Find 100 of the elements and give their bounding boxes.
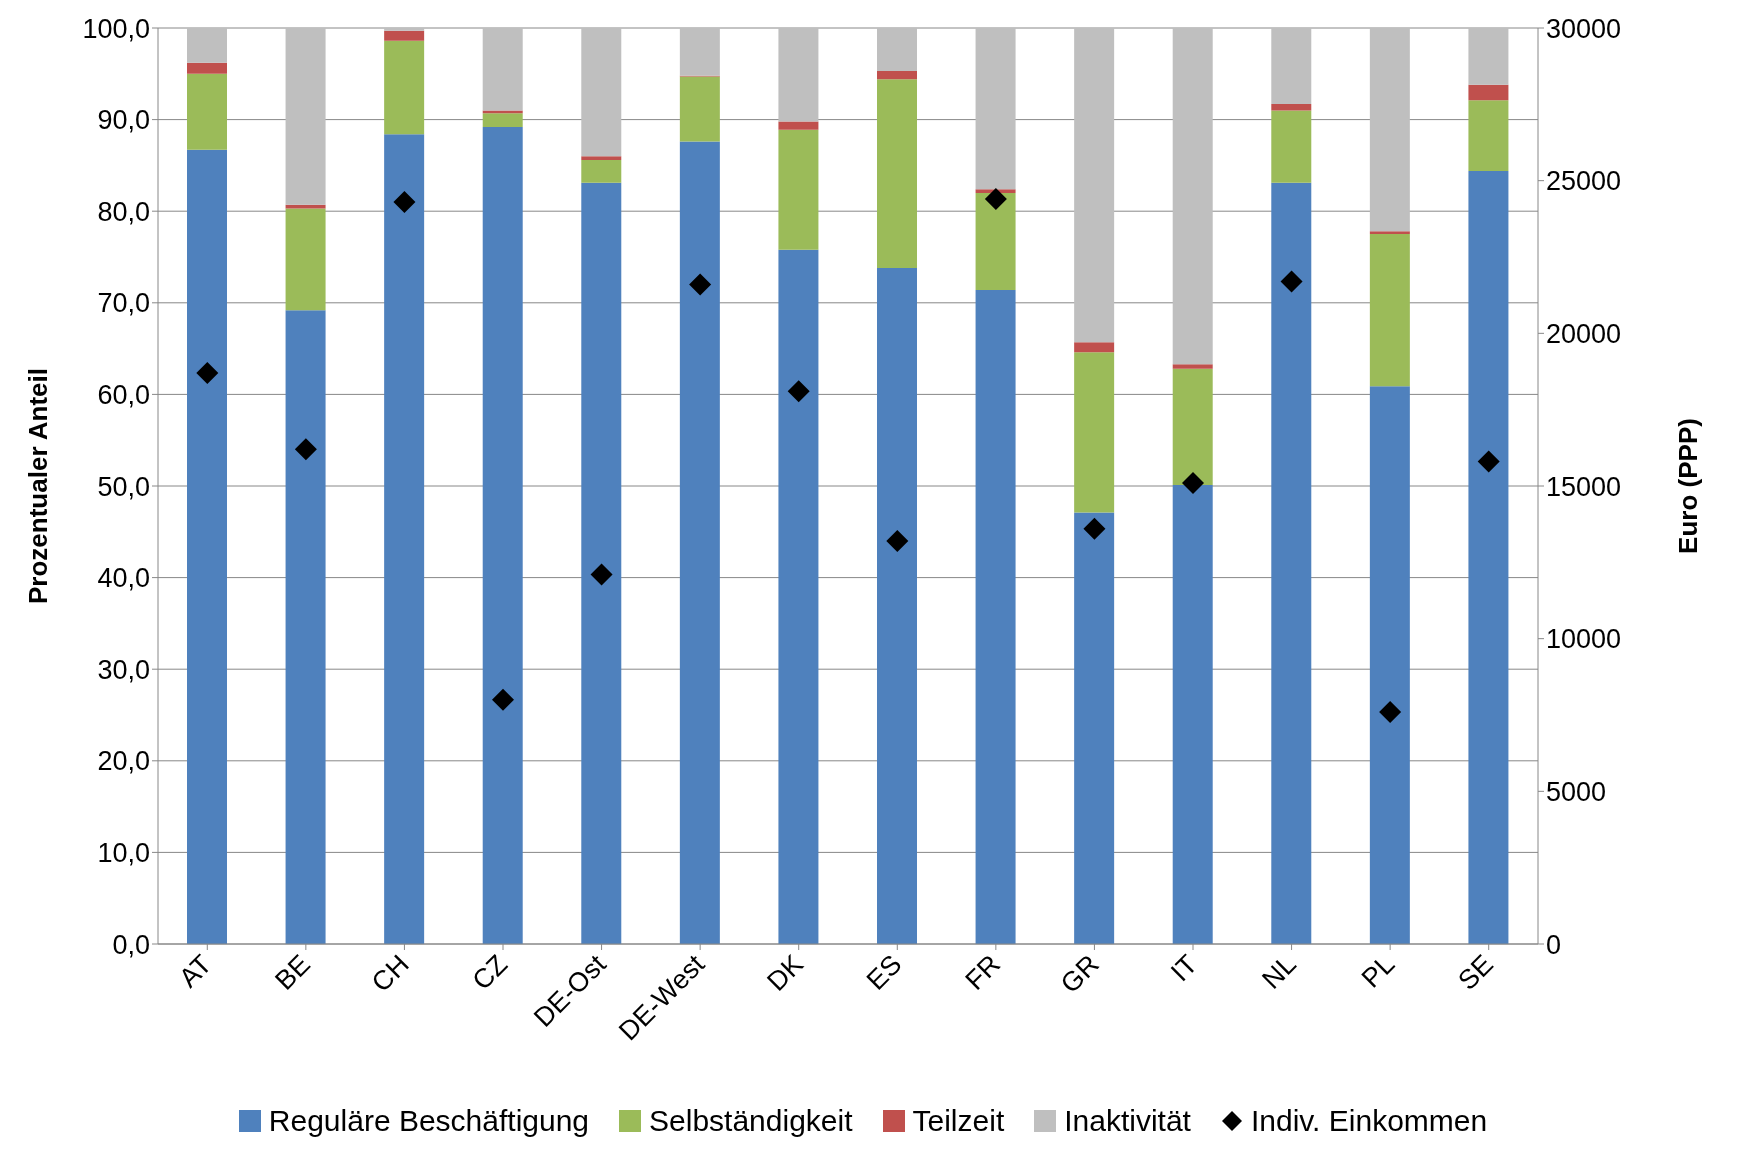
bar — [877, 79, 917, 268]
point — [492, 688, 514, 711]
point — [196, 362, 219, 385]
bar — [1271, 182, 1312, 944]
bar — [778, 121, 819, 130]
point — [294, 438, 317, 461]
bar — [1468, 100, 1509, 171]
bar — [384, 40, 425, 135]
y2-axis-title: Euro (PPP) — [1673, 418, 1704, 554]
point — [689, 273, 712, 296]
bar — [975, 289, 1016, 944]
bar — [1271, 104, 1312, 111]
bar — [482, 110, 523, 114]
bar — [679, 141, 720, 944]
bar — [285, 208, 326, 311]
x-tick-label: CH — [365, 949, 415, 998]
bar — [384, 28, 425, 31]
bar — [581, 156, 622, 160]
y2-tick-label: 0 — [1546, 929, 1562, 960]
y2-tick-label: 5000 — [1546, 776, 1607, 807]
y-tick-label: 50,0 — [97, 471, 150, 502]
bar — [482, 113, 523, 127]
bar — [581, 159, 622, 183]
legend-label: Indiv. Einkommen — [1250, 1104, 1488, 1138]
y2-tick-label: 20000 — [1546, 318, 1622, 349]
x-tick-label: SE — [1452, 949, 1499, 996]
bar — [1271, 28, 1312, 105]
bar — [1074, 512, 1115, 944]
bar — [1369, 386, 1410, 944]
bar — [679, 28, 720, 76]
bar — [285, 310, 326, 944]
y2-tick-label: 15000 — [1546, 471, 1622, 502]
y-tick-label: 40,0 — [97, 563, 150, 594]
bar — [1074, 28, 1115, 343]
legend-label: Inaktivität — [1064, 1104, 1191, 1138]
bar — [1468, 170, 1509, 944]
bar — [581, 28, 622, 157]
x-tick-label: NL — [1256, 949, 1302, 995]
bar — [778, 129, 819, 250]
point — [787, 380, 810, 403]
y2-tick-label: 30000 — [1546, 13, 1622, 44]
y-tick-label: 80,0 — [97, 196, 150, 227]
point — [984, 187, 1007, 210]
bar — [187, 28, 227, 63]
bar — [975, 192, 1016, 290]
y-tick-label: 90,0 — [97, 105, 150, 136]
bar — [1172, 368, 1213, 486]
bar — [1369, 28, 1410, 232]
bar — [1172, 485, 1213, 944]
bar — [1074, 352, 1115, 513]
x-tick-label: DK — [761, 949, 809, 997]
x-tick-label: PL — [1355, 949, 1401, 994]
x-tick-label: CZ — [466, 949, 514, 996]
x-tick-label: ES — [860, 949, 908, 996]
y2-tick-label: 10000 — [1546, 624, 1622, 655]
point — [1182, 471, 1204, 494]
x-tick-label: AT — [173, 949, 218, 994]
y-tick-label: 0,0 — [112, 929, 150, 960]
bar — [581, 182, 622, 944]
bar — [1172, 28, 1213, 365]
bar — [384, 30, 425, 41]
x-tick-label: GR — [1054, 949, 1105, 999]
bar — [1468, 84, 1509, 101]
bar — [679, 76, 720, 142]
y-axis-title: Prozentualer Anteil — [23, 368, 54, 604]
bar — [1369, 231, 1410, 235]
y-tick-label: 60,0 — [97, 379, 150, 410]
bar — [877, 267, 917, 944]
bar — [384, 134, 425, 944]
bar — [1271, 110, 1312, 183]
bar — [285, 28, 326, 205]
y-tick-label: 20,0 — [97, 746, 150, 777]
point — [1083, 517, 1106, 540]
legend-label: Teilzeit — [912, 1104, 1005, 1138]
point — [1379, 700, 1402, 723]
bar — [877, 71, 917, 80]
bar — [1074, 342, 1115, 353]
bar — [1468, 28, 1509, 85]
point — [393, 191, 416, 214]
bar — [1172, 364, 1213, 369]
bar — [187, 73, 227, 150]
point — [590, 563, 613, 586]
legend-label: Reguläre Beschäftigung — [268, 1104, 590, 1138]
y2-tick-label: 25000 — [1546, 166, 1622, 197]
bar — [778, 249, 819, 944]
legend-label: Selbständigkeit — [649, 1104, 853, 1138]
bar — [187, 62, 227, 74]
x-tick-label: FR — [959, 949, 1007, 996]
y-tick-label: 100,0 — [82, 13, 150, 44]
bar — [778, 28, 819, 122]
x-tick-label: IT — [1165, 949, 1204, 988]
y-tick-label: 70,0 — [97, 288, 150, 319]
point — [1280, 270, 1303, 293]
bar — [187, 149, 227, 944]
bar — [877, 28, 917, 72]
y-tick-label: 30,0 — [97, 654, 150, 685]
x-tick-label: BE — [269, 949, 317, 996]
point — [1477, 450, 1500, 473]
point — [886, 529, 909, 552]
bar — [1369, 234, 1410, 387]
